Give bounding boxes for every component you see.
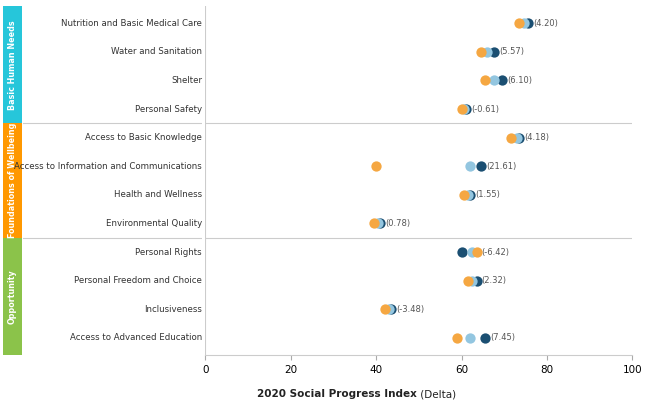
Point	[369, 220, 379, 227]
Text: Personal Freedom and Choice: Personal Freedom and Choice	[74, 276, 202, 285]
Text: (2.32): (2.32)	[482, 276, 507, 285]
Point	[497, 77, 507, 84]
Bar	[3, 6, 22, 123]
Text: Water and Sanitation: Water and Sanitation	[111, 47, 202, 56]
Text: Personal Rights: Personal Rights	[136, 248, 202, 257]
Point	[452, 335, 462, 341]
Text: (7.45): (7.45)	[490, 333, 515, 342]
Point	[482, 49, 492, 55]
Point	[373, 220, 383, 227]
Point	[463, 192, 473, 198]
Text: Health and Wellness: Health and Wellness	[114, 191, 202, 200]
Text: (4.18): (4.18)	[524, 133, 550, 142]
Point	[458, 106, 469, 112]
Text: (4.20): (4.20)	[533, 19, 558, 28]
Text: Inclusiveness: Inclusiveness	[144, 305, 202, 314]
Text: Nutrition and Basic Medical Care: Nutrition and Basic Medical Care	[61, 19, 202, 28]
Text: (Delta): (Delta)	[417, 389, 456, 399]
Point	[456, 106, 467, 112]
Text: Shelter: Shelter	[171, 76, 202, 85]
Point	[514, 134, 524, 141]
Point	[461, 106, 471, 112]
Point	[518, 20, 529, 27]
Point	[467, 249, 477, 255]
Point	[386, 306, 396, 313]
Text: 2020 Social Progress Index: 2020 Social Progress Index	[258, 389, 417, 399]
Point	[512, 134, 522, 141]
Point	[456, 249, 467, 255]
Point	[467, 277, 477, 284]
Point	[376, 220, 386, 227]
Point	[505, 134, 516, 141]
Point	[471, 249, 482, 255]
Point	[471, 277, 482, 284]
Text: (1.55): (1.55)	[475, 191, 500, 200]
Text: Basic Human Needs: Basic Human Needs	[8, 20, 17, 110]
Text: (5.57): (5.57)	[499, 47, 524, 56]
Text: Opportunity: Opportunity	[8, 269, 17, 324]
Text: (0.78): (0.78)	[385, 219, 411, 228]
Point	[514, 20, 524, 27]
Point	[488, 77, 499, 84]
Point	[463, 277, 473, 284]
Text: (-6.42): (-6.42)	[482, 248, 510, 257]
Text: (21.61): (21.61)	[486, 162, 516, 171]
Text: Access to Basic Knowledge: Access to Basic Knowledge	[85, 133, 202, 142]
Text: Access to Information and Communications: Access to Information and Communications	[14, 162, 202, 171]
Text: Foundations of Wellbeing: Foundations of Wellbeing	[8, 123, 17, 238]
Point	[480, 335, 490, 341]
Point	[475, 49, 486, 55]
Point	[458, 192, 469, 198]
Point	[475, 163, 486, 169]
Point	[465, 335, 475, 341]
Text: (-0.61): (-0.61)	[471, 104, 499, 113]
Bar	[3, 123, 22, 238]
Text: (6.10): (6.10)	[507, 76, 532, 85]
Text: (-3.48): (-3.48)	[396, 305, 424, 314]
Point	[384, 306, 394, 313]
Point	[523, 20, 533, 27]
Point	[465, 192, 475, 198]
Point	[480, 77, 490, 84]
Point	[488, 49, 499, 55]
Text: Personal Safety: Personal Safety	[135, 104, 202, 113]
Point	[379, 306, 390, 313]
Text: Environmental Quality: Environmental Quality	[106, 219, 202, 228]
Point	[371, 163, 381, 169]
Text: Access to Advanced Education: Access to Advanced Education	[70, 333, 202, 342]
Point	[465, 163, 475, 169]
Bar	[3, 238, 22, 355]
